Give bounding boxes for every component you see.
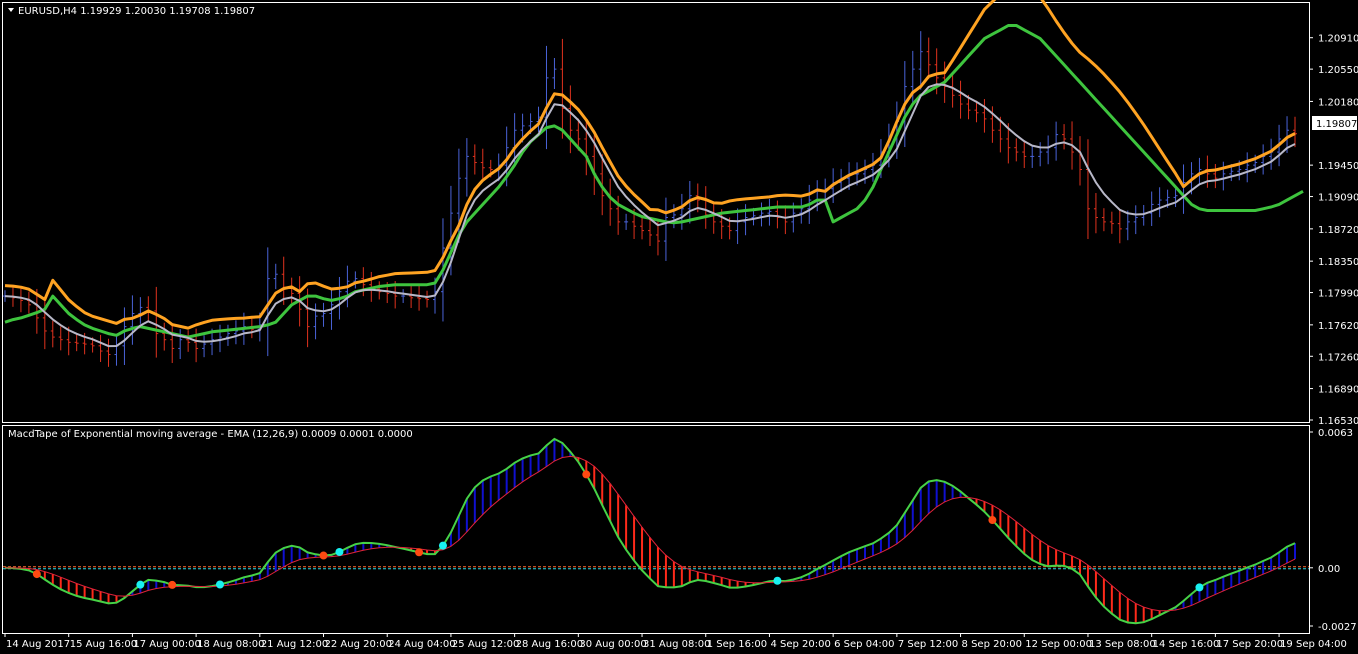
price-tick-label: 1.17260: [1318, 352, 1358, 363]
time-tick-label: 22 Aug 20:00: [325, 639, 392, 650]
macd-layer: [3, 437, 1309, 625]
price-tick-label: 1.20550: [1318, 65, 1358, 76]
main-panel: [2, 2, 1310, 423]
time-tick-label: 24 Aug 04:00: [388, 639, 455, 650]
time-tick-label: 21 Aug 12:00: [261, 639, 328, 650]
macd-cross-dot-cyan: [136, 580, 145, 589]
triangle-down-icon[interactable]: [8, 8, 14, 12]
price-tick-label: 1.19090: [1318, 193, 1358, 204]
price-tick-label: 1.16890: [1318, 385, 1358, 396]
time-tick-label: 14 Sep 16:00: [1153, 639, 1220, 650]
macd-tick-label: -0.0027: [1318, 622, 1357, 633]
green-band-line: [4, 24, 1304, 339]
time-tick-label: 4 Sep 20:00: [770, 639, 830, 650]
time-tick-label: 17 Sep 20:00: [1216, 639, 1283, 650]
time-tick-label: 8 Sep 20:00: [962, 639, 1022, 650]
main-panel-border: [2, 2, 1310, 423]
price-tick-label: 1.20910: [1318, 34, 1358, 45]
macd-cross-dot-cyan: [216, 580, 224, 589]
macd-cross-dot-cyan: [1195, 583, 1204, 592]
mid-line: [4, 83, 1296, 348]
time-tick-label: 31 Aug 08:00: [643, 639, 710, 650]
candles-layer: [3, 31, 1297, 367]
current-price-badge-bg: [1312, 116, 1357, 130]
current-price-badge: 1.19807: [1312, 116, 1357, 130]
time-tick-label: 12 Sep 00:00: [1025, 639, 1092, 650]
macd-axis: 0.0063 0.00 -0.0027: [1309, 428, 1357, 633]
macd-cross-dot-cyan: [773, 576, 782, 585]
macd-cross-dot-orange: [415, 548, 424, 557]
macd-cross-dot-orange: [32, 570, 41, 579]
time-tick-label: 25 Aug 12:00: [452, 639, 519, 650]
macd-panel: [2, 425, 1310, 634]
price-tick-label: 1.17990: [1318, 289, 1358, 300]
macd-panel-border: [2, 425, 1310, 634]
price-tick-label: 1.18720: [1318, 225, 1358, 236]
time-tick-label: 30 Aug 00:00: [579, 639, 646, 650]
macd-header-label: MacdTape of Exponential moving average -…: [8, 429, 413, 440]
macd-tick-label: 0.0063: [1318, 428, 1353, 439]
time-tick-label: 15 Aug 16:00: [70, 639, 137, 650]
price-tick-label: 1.18350: [1318, 257, 1358, 268]
macd-cross-dot-cyan: [335, 547, 344, 556]
band-lines-layer: [4, 0, 1304, 348]
price-axis: 1.20910 1.20550 1.20180 1.19450 1.19090 1.187…: [1309, 34, 1358, 427]
time-tick-label: 17 Aug 00:00: [133, 639, 200, 650]
price-tick-label: 1.20180: [1318, 97, 1358, 108]
macd-cross-dot-orange: [168, 580, 177, 589]
price-tick-label: 1.19450: [1318, 161, 1358, 172]
time-tick-label: 19 Sep 04:00: [1280, 639, 1347, 650]
current-price-label: 1.19807: [1316, 119, 1357, 130]
time-tick-label: 6 Sep 04:00: [834, 639, 894, 650]
time-tick-label: 18 Aug 08:00: [197, 639, 264, 650]
macd-cross-dot-orange: [319, 551, 328, 560]
macd-cross-dot-cyan: [438, 541, 447, 550]
macd-cross-dot-orange: [582, 470, 591, 479]
main-header-label: EURUSD,H4 1.19929 1.20030 1.19708 1.1980…: [18, 6, 255, 17]
time-tick-label: 7 Sep 12:00: [898, 639, 958, 650]
time-tick-label: 28 Aug 16:00: [516, 639, 583, 650]
macd-tick-label: 0.00: [1318, 564, 1340, 575]
time-tick-label: 14 Aug 2017: [6, 639, 70, 650]
macd-cross-dot-orange: [988, 516, 997, 525]
price-tick-label: 1.17620: [1318, 321, 1358, 332]
price-tick-label: 1.16530: [1318, 416, 1358, 427]
macd-line: [4, 437, 1296, 625]
time-tick-label: 13 Sep 08:00: [1089, 639, 1156, 650]
time-tick-label: 1 Sep 16:00: [707, 639, 767, 650]
orange-band-line: [4, 0, 1296, 330]
main-header: EURUSD,H4 1.19929 1.20030 1.19708 1.1980…: [8, 6, 255, 17]
